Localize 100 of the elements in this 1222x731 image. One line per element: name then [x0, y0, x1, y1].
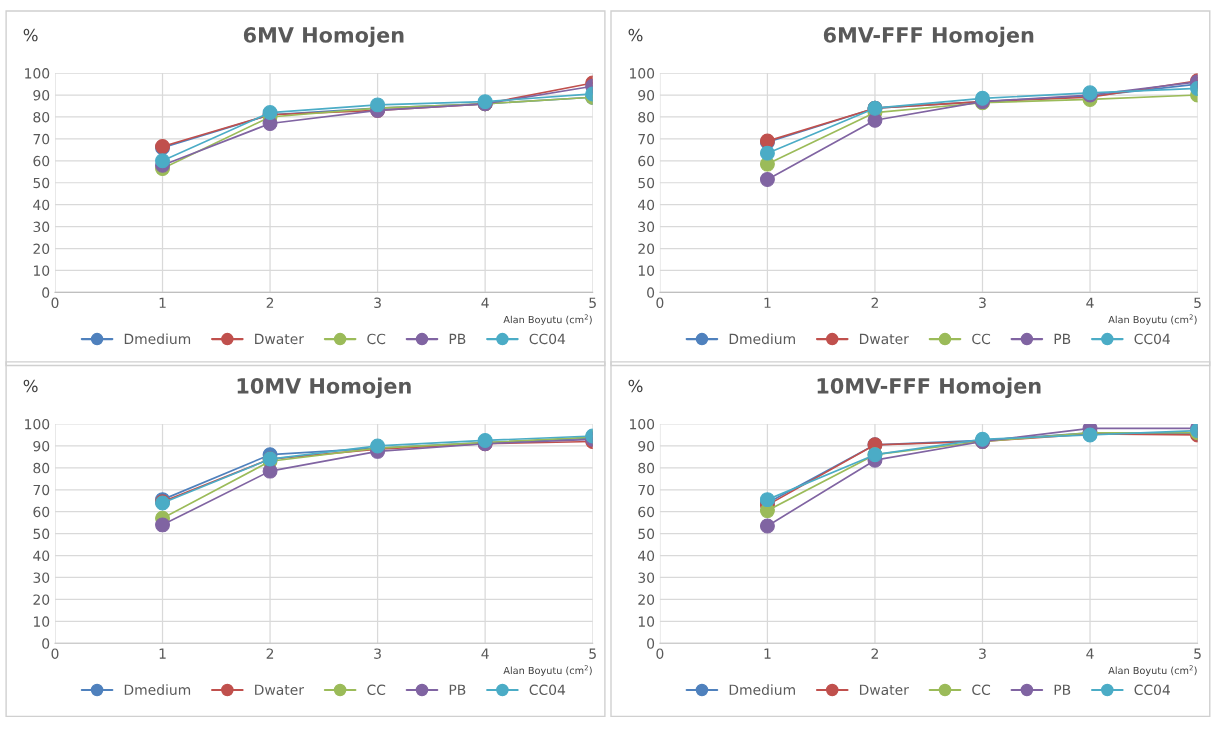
x-tick-label: 1 — [159, 297, 166, 308]
y-tick-label: 90 — [638, 90, 655, 101]
x-axis-title: Alan Boyutu (cm$^{2}$) — [1108, 314, 1197, 326]
y-axis-title: % — [628, 379, 643, 393]
x-tick-label: 3 — [374, 297, 381, 309]
x-axis-title: Alan Boyutu (cm$^{2}$) — [503, 314, 592, 326]
legend-label: CC04 — [529, 333, 566, 345]
x-tick-label: 0 — [51, 648, 59, 659]
y-tick-label: 100 — [25, 418, 50, 430]
y-axis-title: % — [23, 379, 38, 393]
y-tick-label: 90 — [33, 440, 50, 452]
y-tick-label: 100 — [630, 68, 655, 79]
y-tick-label: 100 — [25, 68, 50, 79]
y-tick-label: 80 — [33, 462, 50, 474]
legend-label: CC — [367, 684, 386, 696]
y-tick-label: 50 — [638, 528, 655, 540]
x-tick-label: 5 — [1194, 648, 1201, 659]
y-tick-label: 80 — [638, 462, 655, 474]
x-tick-label: 5 — [589, 297, 596, 309]
x-tick-label: 5 — [1194, 297, 1201, 309]
legend-label: CC — [367, 333, 386, 345]
y-tick-label: 30 — [638, 221, 655, 233]
x-tick-label: 3 — [374, 648, 381, 659]
x-tick-label: 3 — [979, 297, 986, 309]
y-tick-label: 0 — [42, 638, 50, 649]
y-tick-label: 20 — [33, 243, 50, 255]
y-tick-label: 70 — [33, 133, 50, 145]
legend-label: Dmedium — [729, 333, 795, 345]
legend-label: CC04 — [1134, 333, 1170, 345]
y-tick-label: 40 — [33, 199, 50, 211]
legend-label: CC04 — [529, 684, 566, 696]
x-tick-label: 0 — [51, 297, 59, 309]
legend-label: Dmedium — [729, 684, 795, 696]
y-tick-label: 10 — [638, 616, 655, 627]
y-tick-label: 50 — [638, 177, 655, 189]
x-tick-label: 5 — [589, 648, 596, 659]
legend-label: CC — [972, 684, 991, 696]
x-tick-label: 1 — [764, 297, 771, 308]
x-tick-label: 2 — [266, 297, 274, 308]
y-tick-label: 80 — [638, 111, 655, 123]
x-tick-label: 4 — [1086, 297, 1094, 308]
y-tick-label: 80 — [33, 111, 50, 123]
y-tick-label: 0 — [647, 287, 655, 298]
y-tick-label: 30 — [33, 572, 50, 583]
chart-title: 10MV-FFF Homojen — [817, 377, 1041, 398]
y-tick-label: 70 — [33, 484, 50, 496]
x-tick-label: 2 — [871, 648, 878, 659]
y-tick-label: 90 — [33, 90, 50, 101]
x-tick-label: 4 — [481, 297, 489, 308]
y-tick-label: 40 — [638, 550, 655, 562]
y-tick-label: 30 — [33, 221, 50, 233]
legend-label: PB — [449, 684, 466, 695]
x-axis-title: Alan Boyutu (cm$^{2}$) — [503, 665, 592, 676]
y-tick-label: 70 — [638, 133, 655, 145]
y-tick-label: 100 — [630, 418, 655, 430]
x-tick-label: 2 — [266, 648, 274, 659]
x-tick-label: 0 — [656, 297, 664, 309]
y-tick-label: 10 — [33, 265, 50, 276]
y-tick-label: 30 — [638, 572, 655, 583]
y-tick-label: 20 — [638, 243, 655, 255]
y-axis-title: % — [23, 28, 38, 42]
legend-label: Dwater — [255, 333, 304, 345]
y-tick-label: 0 — [42, 287, 50, 298]
legend-label: CC — [972, 333, 991, 345]
y-tick-label: 90 — [638, 440, 655, 452]
x-tick-label: 2 — [871, 297, 878, 308]
y-tick-label: 10 — [33, 616, 50, 627]
legend-label: PB — [1054, 684, 1071, 695]
x-tick-label: 0 — [656, 648, 664, 659]
chart-title: 10MV Homojen — [237, 377, 411, 398]
y-tick-label: 10 — [638, 265, 655, 276]
y-tick-label: 20 — [33, 594, 50, 605]
legend-label: Dmedium — [124, 333, 191, 345]
legend-label: PB — [449, 333, 466, 344]
x-axis-title: Alan Boyutu (cm$^{2}$) — [1108, 665, 1197, 676]
legend-label: Dwater — [255, 684, 304, 696]
x-tick-label: 4 — [1086, 648, 1094, 659]
x-tick-label: 1 — [159, 648, 166, 659]
y-tick-label: 50 — [33, 528, 50, 540]
legend-label: Dmedium — [124, 684, 191, 696]
y-tick-label: 60 — [638, 155, 655, 167]
y-tick-label: 40 — [33, 550, 50, 562]
legend-label: CC04 — [1134, 684, 1170, 696]
chart-title: 6MV Homojen — [243, 26, 404, 48]
y-tick-label: 70 — [638, 484, 655, 496]
x-tick-label: 1 — [764, 648, 771, 659]
y-tick-label: 60 — [33, 506, 50, 518]
legend-label: PB — [1054, 333, 1071, 344]
y-tick-label: 50 — [33, 177, 50, 189]
x-tick-label: 3 — [979, 648, 986, 659]
y-tick-label: 0 — [647, 638, 655, 649]
legend-label: Dwater — [859, 684, 909, 696]
y-tick-label: 60 — [638, 506, 655, 518]
y-axis-title: % — [628, 28, 643, 42]
y-tick-label: 60 — [33, 155, 50, 167]
y-tick-label: 40 — [638, 199, 655, 211]
legend-label: Dwater — [859, 333, 909, 345]
chart-title: 6MV-FFF Homojen — [823, 26, 1034, 48]
x-tick-label: 4 — [481, 648, 489, 659]
y-tick-label: 20 — [638, 594, 655, 605]
